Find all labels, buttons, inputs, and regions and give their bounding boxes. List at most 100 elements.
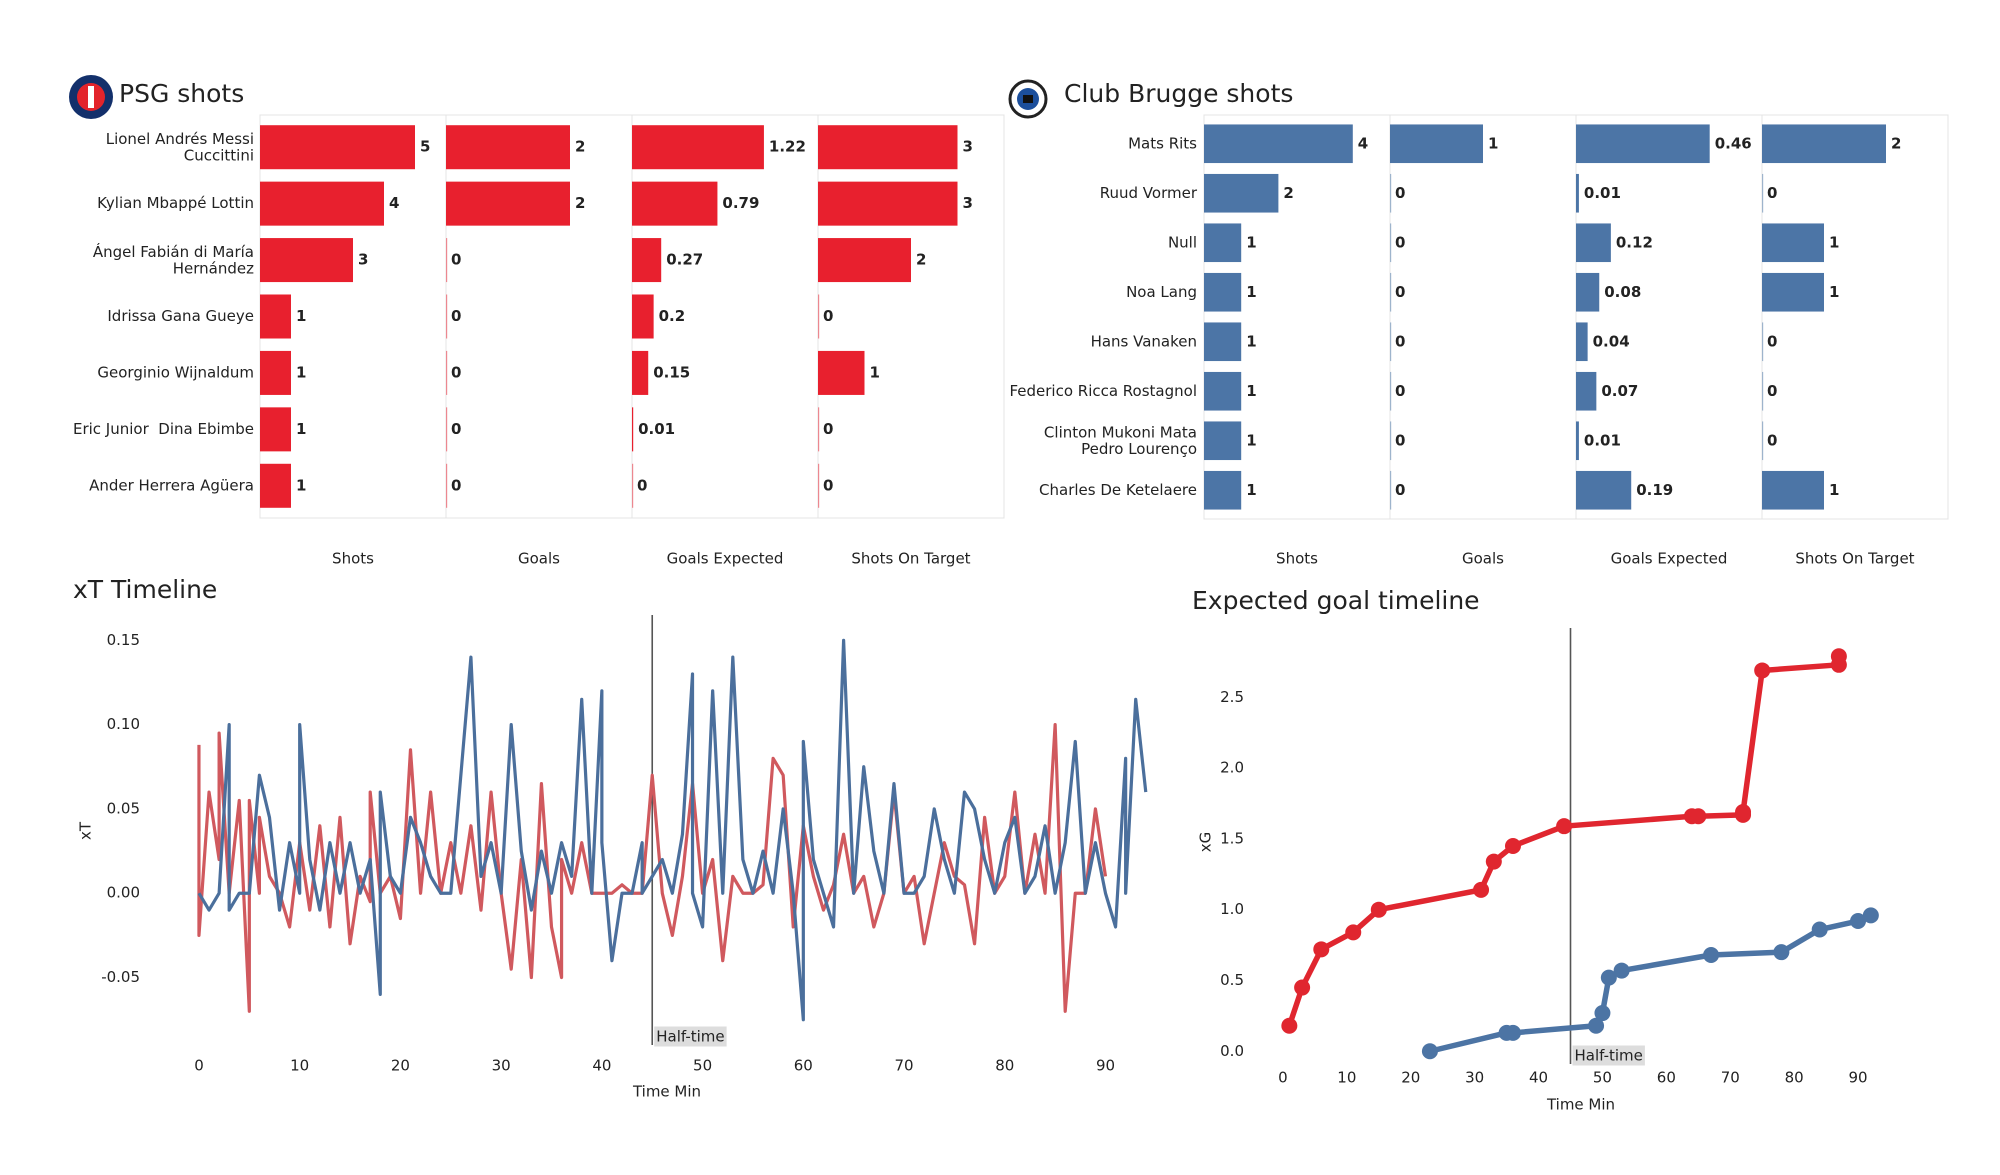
- value-label: 2: [575, 194, 585, 212]
- point: [1588, 1017, 1605, 1034]
- annotation-text: Half-time: [656, 1028, 724, 1046]
- value-label: 3: [963, 138, 973, 156]
- value-label: 0.01: [1584, 431, 1621, 449]
- x-tick-label: 80: [1785, 1069, 1804, 1087]
- y-tick-label: 0.0: [1220, 1042, 1244, 1060]
- point: [1613, 962, 1630, 979]
- panel-label: Shots: [332, 550, 374, 568]
- bar: [1576, 371, 1597, 411]
- value-label: 1: [296, 476, 306, 494]
- point: [1294, 979, 1311, 996]
- bar: [260, 125, 415, 170]
- value-label: 0.15: [653, 363, 690, 381]
- point: [1370, 901, 1387, 918]
- bar: [1390, 421, 1392, 461]
- series-line: [197, 723, 1108, 1013]
- x-tick-label: 40: [592, 1057, 611, 1075]
- bar: [1762, 470, 1824, 510]
- point: [1313, 941, 1330, 958]
- value-label: 0: [1767, 382, 1777, 400]
- value-label: 0.79: [722, 194, 759, 212]
- panel-label: Goals: [518, 550, 560, 568]
- point: [1850, 913, 1867, 930]
- bar: [446, 125, 570, 170]
- x-tick-label: 30: [1465, 1069, 1484, 1087]
- bar: [446, 181, 570, 226]
- value-label: 0: [1767, 431, 1777, 449]
- value-label: 1: [296, 307, 306, 325]
- point: [1690, 808, 1707, 825]
- value-label: 1: [296, 363, 306, 381]
- value-label: 1: [1246, 481, 1256, 499]
- value-label: 1: [870, 363, 880, 381]
- chart-title: Club Brugge shots: [1064, 79, 1293, 108]
- value-label: 1: [1246, 283, 1256, 301]
- value-label: 0.01: [638, 420, 675, 438]
- bar: [632, 350, 649, 395]
- series-line: [197, 638, 1148, 1022]
- bar: [446, 294, 448, 339]
- bar: [1204, 223, 1242, 263]
- bar: [1390, 322, 1392, 362]
- bar: [632, 407, 634, 452]
- panel-label: Shots: [1276, 550, 1318, 568]
- point: [1830, 648, 1847, 665]
- bar: [818, 238, 911, 283]
- value-label: 0.19: [1636, 481, 1673, 499]
- category-label: Georginio Wijnaldum: [97, 363, 254, 381]
- value-label: 0: [1395, 233, 1405, 251]
- bar: [632, 463, 634, 508]
- x-tick-label: 20: [1401, 1069, 1420, 1087]
- bar: [818, 407, 820, 452]
- x-tick-label: 20: [391, 1057, 410, 1075]
- x-tick-label: 70: [894, 1057, 913, 1075]
- y-tick-label: 1.0: [1220, 900, 1244, 918]
- bar: [260, 181, 384, 226]
- point: [1703, 947, 1720, 963]
- bar: [1762, 124, 1886, 164]
- brugge-logo: [1008, 79, 1048, 119]
- value-label: 1: [1829, 283, 1839, 301]
- bar: [260, 463, 291, 508]
- point: [1811, 921, 1828, 938]
- category-label: Null: [1168, 233, 1197, 251]
- bar: [1204, 124, 1353, 164]
- point: [1504, 838, 1521, 854]
- bar: [260, 350, 291, 395]
- value-label: 1: [296, 420, 306, 438]
- value-label: 1: [1246, 382, 1256, 400]
- value-label: 5: [420, 138, 430, 156]
- bar: [1390, 272, 1392, 312]
- annotation-bg: [654, 1026, 727, 1047]
- x-tick-label: 40: [1529, 1069, 1548, 1087]
- value-label: 0: [451, 363, 461, 381]
- point: [1421, 1043, 1438, 1060]
- category-label: Kylian Mbappé Lottin: [97, 194, 254, 212]
- bar: [1204, 371, 1242, 411]
- bar: [632, 125, 764, 170]
- x-tick-label: 80: [995, 1057, 1014, 1075]
- bar: [1390, 470, 1392, 510]
- bar: [1576, 421, 1579, 461]
- y-tick-label: 0.05: [107, 799, 140, 817]
- point: [1735, 804, 1752, 821]
- value-label: 2: [1283, 184, 1293, 202]
- y-tick-label: 2.5: [1220, 688, 1244, 706]
- value-label: 1: [1829, 481, 1839, 499]
- panel-label: Shots On Target: [851, 550, 970, 568]
- x-tick-label: 70: [1721, 1069, 1740, 1087]
- logo-band: [1023, 95, 1033, 103]
- bar: [1204, 470, 1242, 510]
- category-label: Mats Rits: [1128, 134, 1197, 152]
- point: [1754, 662, 1771, 679]
- value-label: 0.2: [659, 307, 686, 325]
- annotation-text: Half-time: [1575, 1047, 1643, 1065]
- point: [1594, 1005, 1611, 1022]
- value-label: 1: [1246, 431, 1256, 449]
- chart-title: Expected goal timeline: [1192, 586, 1480, 615]
- bar: [1576, 322, 1588, 362]
- bar: [1762, 421, 1764, 461]
- x-tick-label: 90: [1096, 1057, 1115, 1075]
- bar: [632, 238, 662, 283]
